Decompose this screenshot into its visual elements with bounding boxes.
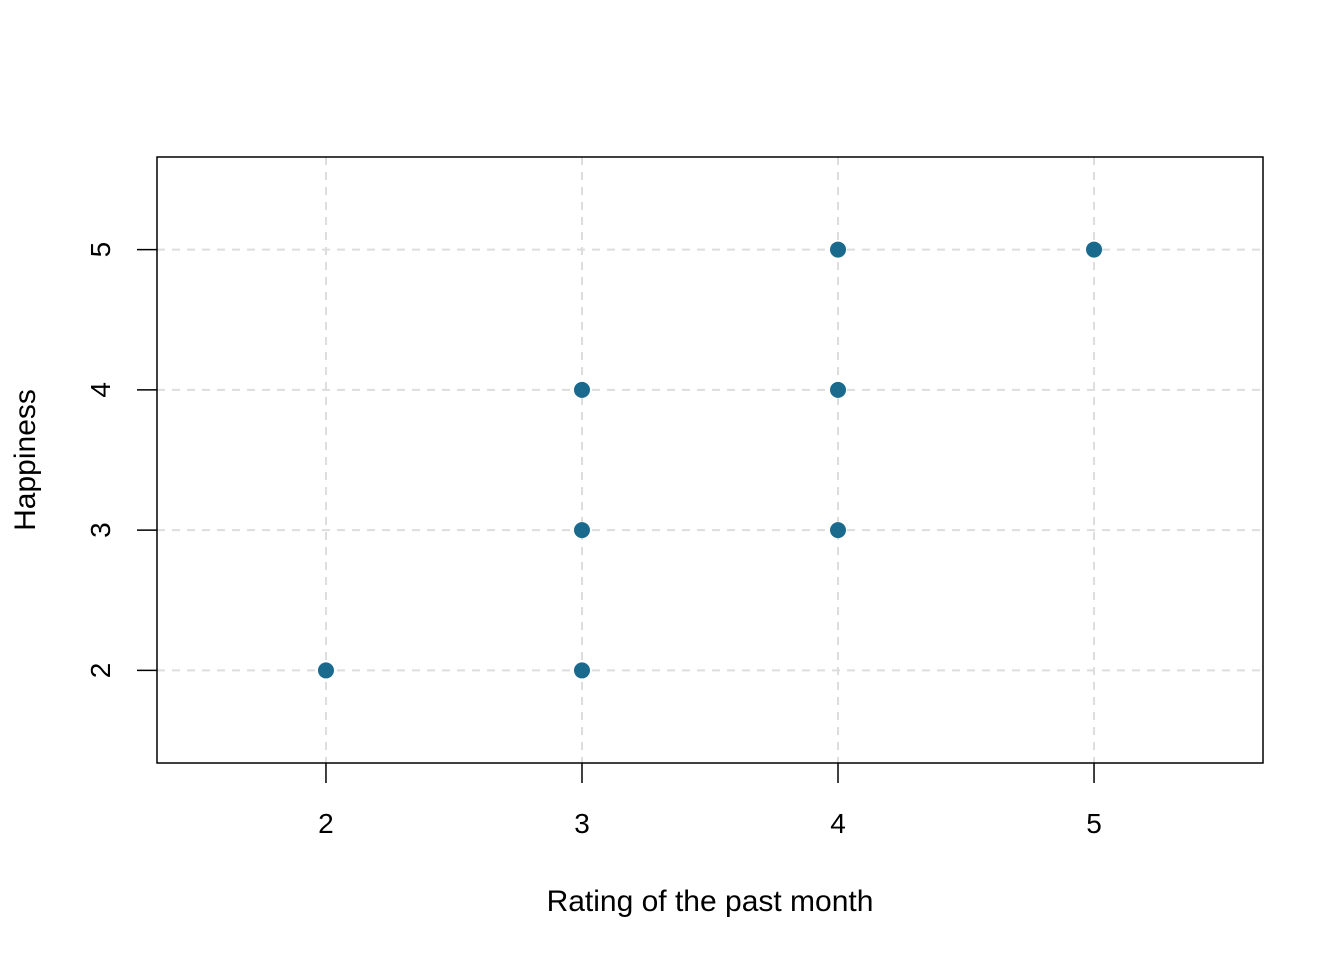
plot-frame <box>156 156 1264 764</box>
data-point <box>573 381 590 398</box>
x-tick-label: 2 <box>318 808 334 839</box>
x-tick-label: 3 <box>574 808 590 839</box>
y-tick-label: 3 <box>85 522 116 538</box>
data-point <box>1086 241 1103 258</box>
x-axis: 2 3 4 5 <box>318 763 1102 839</box>
y-tick-label: 2 <box>85 663 116 679</box>
data-point <box>830 241 847 258</box>
data-point <box>830 522 847 539</box>
grid-lines <box>157 157 1263 763</box>
data-point <box>317 662 334 679</box>
x-tick-label: 5 <box>1086 808 1102 839</box>
y-axis: 2 3 4 5 <box>85 242 157 678</box>
x-tick-label: 4 <box>830 808 846 839</box>
y-tick-label: 4 <box>85 382 116 398</box>
y-axis-label: Happiness <box>9 389 42 531</box>
data-points <box>317 241 1103 679</box>
x-axis-label: Rating of the past month <box>547 885 874 918</box>
data-point <box>573 522 590 539</box>
data-point <box>573 662 590 679</box>
y-tick-label: 5 <box>85 242 116 258</box>
data-point <box>830 381 847 398</box>
